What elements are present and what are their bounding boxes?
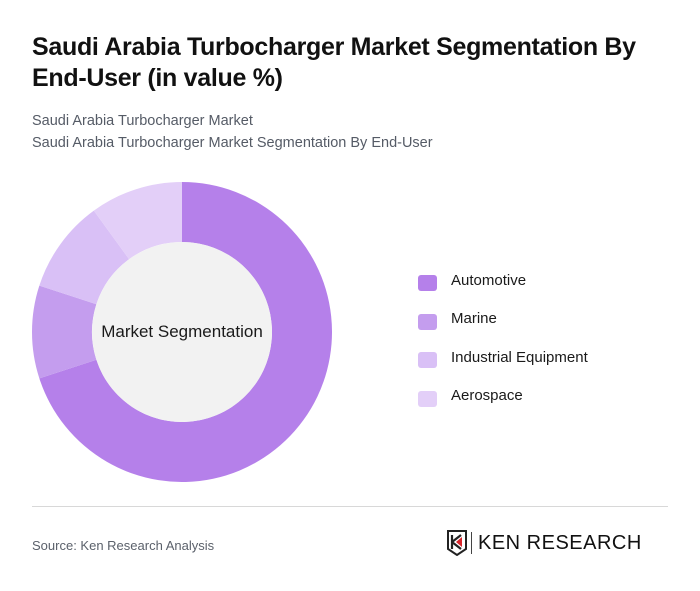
chart-title: Saudi Arabia Turbocharger Market Segment… <box>32 33 636 92</box>
legend-swatch-icon <box>418 313 437 330</box>
chart-legend: Automotive Marine Industrial Equipment A… <box>418 264 588 418</box>
donut-slice-aerospace[interactable] <box>93 182 182 260</box>
logo-separator <box>471 532 472 554</box>
donut-hole <box>92 242 272 422</box>
legend-swatch-icon <box>418 390 437 407</box>
legend-label: Aerospace <box>451 387 523 405</box>
donut-slice-automotive[interactable] <box>39 182 332 482</box>
ken-research-logo: KEN RESEARCH <box>447 530 642 556</box>
ken-research-shield-icon <box>447 530 467 556</box>
logo-text: KEN RESEARCH <box>478 531 642 554</box>
chart-subtitle-segmentation: Saudi Arabia Turbocharger Market Segment… <box>32 135 433 151</box>
footer-divider <box>32 506 668 507</box>
legend-item-industrial-equipment[interactable]: Industrial Equipment <box>418 341 588 380</box>
legend-label: Marine <box>451 310 497 328</box>
legend-item-automotive[interactable]: Automotive <box>418 264 588 303</box>
chart-subtitle-market: Saudi Arabia Turbocharger Market <box>32 113 253 129</box>
donut-center-label: Market Segmentation <box>101 322 263 341</box>
legend-swatch-icon <box>418 275 437 292</box>
donut-chart <box>32 182 332 482</box>
legend-item-aerospace[interactable]: Aerospace <box>418 380 588 419</box>
source-note: Source: Ken Research Analysis <box>32 538 215 553</box>
legend-label: Automotive <box>451 271 527 289</box>
donut-slice-industrial-equipment[interactable] <box>39 210 130 305</box>
legend-swatch-icon <box>418 352 437 369</box>
donut-slice-marine[interactable] <box>32 285 97 379</box>
legend-label: Industrial Equipment <box>451 348 588 366</box>
legend-item-marine[interactable]: Marine <box>418 303 588 342</box>
